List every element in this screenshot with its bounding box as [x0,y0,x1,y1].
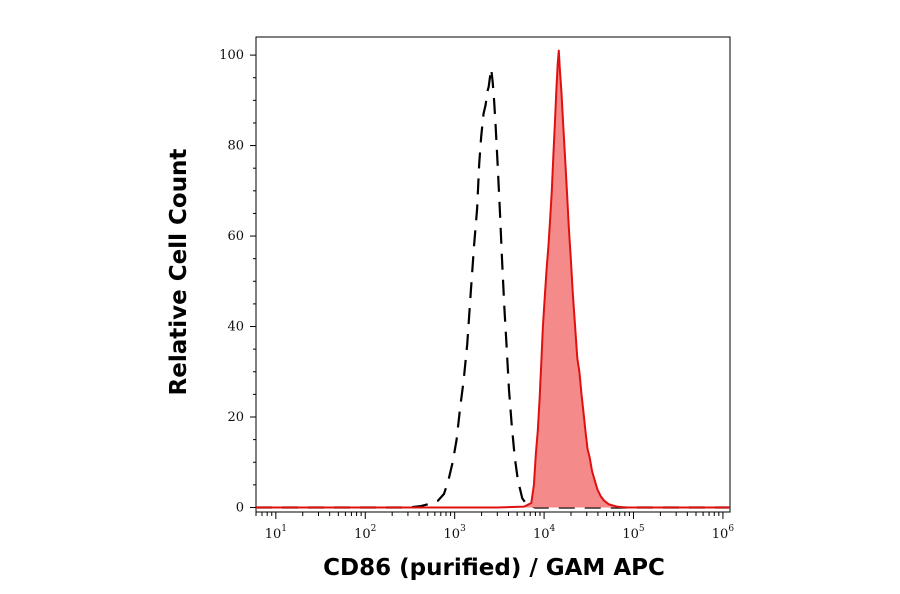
plot-area [255,36,731,513]
series-0-line [256,68,730,509]
x-tick-label: 102 [354,524,376,542]
y-axis-title: Relative Cell Count [166,149,192,396]
plot-frame [255,36,731,513]
y-tick-label: 40 [227,320,244,335]
series-1-fill [256,50,730,508]
y-tick-label: 0 [236,500,244,515]
x-tick-label: 105 [622,524,645,542]
y-tick-label: 80 [227,139,244,154]
y-tick-label: 60 [227,229,244,244]
x-tick-label: 106 [712,524,735,542]
x-tick-label: 103 [444,524,467,542]
y-tick-label: 100 [219,48,244,63]
x-tick-label: 104 [533,524,556,542]
y-tick-label: 20 [227,410,244,425]
axis-ticks: 0 20 40 60 80 100 101 102 103 104 105 106 [219,48,734,542]
x-tick-label: 101 [265,524,287,542]
x-axis-title: CD86 (purified) / GAM APC [323,555,665,581]
series-1-line [256,49,730,509]
